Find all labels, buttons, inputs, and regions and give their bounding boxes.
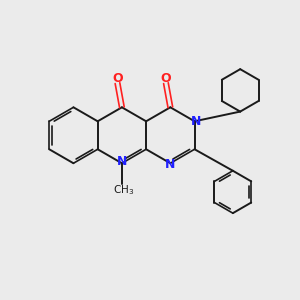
- Text: N: N: [165, 158, 176, 171]
- Text: N: N: [191, 115, 201, 128]
- Text: O: O: [160, 72, 171, 85]
- Text: CH$_3$: CH$_3$: [113, 183, 134, 197]
- Text: N: N: [117, 155, 127, 168]
- Text: O: O: [112, 72, 123, 85]
